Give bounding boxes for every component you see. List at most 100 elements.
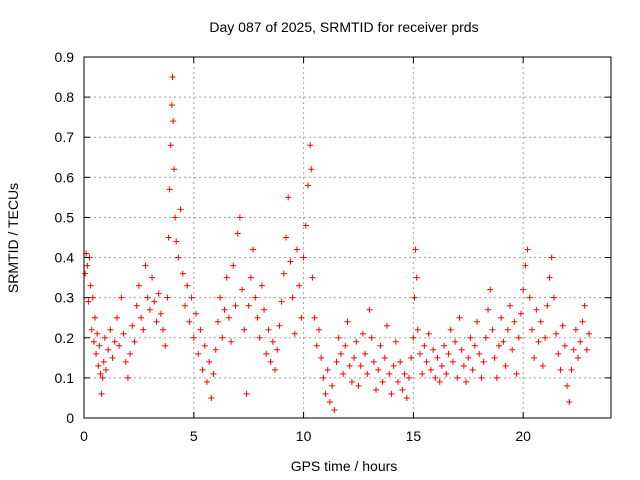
y-tick-label: 0 xyxy=(66,410,74,426)
data-point xyxy=(469,366,476,373)
data-point xyxy=(344,318,351,325)
data-point xyxy=(377,342,384,349)
data-point xyxy=(410,334,417,341)
data-point xyxy=(443,370,450,377)
data-point xyxy=(252,294,259,301)
data-point xyxy=(447,326,454,333)
data-point xyxy=(485,306,492,313)
data-point xyxy=(129,322,136,329)
data-point xyxy=(188,294,195,301)
data-point xyxy=(482,334,489,341)
data-point xyxy=(304,182,311,189)
data-point xyxy=(326,398,333,405)
data-point xyxy=(506,302,513,309)
y-tick-label: 0.3 xyxy=(55,290,75,306)
data-point xyxy=(261,306,268,313)
data-point xyxy=(265,326,272,333)
y-tick-label: 0.7 xyxy=(55,129,75,145)
data-point xyxy=(280,270,287,277)
data-point xyxy=(149,274,156,281)
data-point xyxy=(405,374,412,381)
data-point xyxy=(151,298,158,305)
data-point xyxy=(550,294,557,301)
data-point xyxy=(241,326,248,333)
data-point xyxy=(445,350,452,357)
data-point xyxy=(577,338,584,345)
data-point xyxy=(197,326,204,333)
data-point xyxy=(434,354,441,361)
data-point xyxy=(379,378,386,385)
data-point xyxy=(355,382,362,389)
x-tick-label: 0 xyxy=(80,428,88,444)
data-point xyxy=(153,318,160,325)
y-tick-label: 0.5 xyxy=(55,209,75,225)
data-point xyxy=(390,362,397,369)
data-point xyxy=(234,230,241,237)
data-point xyxy=(337,350,344,357)
data-point xyxy=(267,358,274,365)
data-point xyxy=(544,302,551,309)
data-point xyxy=(320,374,327,381)
data-point xyxy=(190,334,197,341)
data-point xyxy=(511,318,518,325)
data-point xyxy=(496,342,503,349)
data-point xyxy=(370,358,377,365)
data-point xyxy=(568,366,575,373)
data-point xyxy=(322,390,329,397)
data-point xyxy=(120,330,127,337)
data-point xyxy=(524,246,531,253)
x-tick-label: 15 xyxy=(406,428,422,444)
data-point xyxy=(95,362,102,369)
data-point xyxy=(465,354,472,361)
plot-frame xyxy=(83,56,612,419)
data-point xyxy=(340,370,347,377)
data-point xyxy=(177,206,184,213)
data-point xyxy=(201,342,208,349)
data-point xyxy=(109,354,116,361)
data-point xyxy=(239,286,246,293)
data-point xyxy=(138,314,145,321)
data-point xyxy=(135,282,142,289)
data-point xyxy=(313,342,320,349)
x-tick-label: 20 xyxy=(515,428,531,444)
data-point xyxy=(172,214,179,221)
data-point xyxy=(89,294,96,301)
data-point xyxy=(302,222,309,229)
data-point xyxy=(557,366,564,373)
data-point xyxy=(586,330,593,337)
data-point xyxy=(555,350,562,357)
data-point xyxy=(542,334,549,341)
data-point xyxy=(480,358,487,365)
x-tick-label: 5 xyxy=(190,428,198,444)
data-point xyxy=(456,314,463,321)
data-point xyxy=(142,262,149,269)
data-point xyxy=(208,394,215,401)
data-point xyxy=(96,342,103,349)
data-point xyxy=(228,338,235,345)
data-point xyxy=(87,282,94,289)
data-point xyxy=(572,326,579,333)
x-tick-label: 10 xyxy=(296,428,312,444)
data-point xyxy=(122,358,129,365)
data-point xyxy=(353,338,360,345)
data-point xyxy=(214,318,221,325)
data-point xyxy=(566,398,573,405)
data-point xyxy=(331,406,338,413)
data-point xyxy=(167,142,174,149)
axis-ticks: 0 0.1 0.2 0.3 0.4 0.5 0.6 0.7 0.8 0.9 0 5 10 15 20 xyxy=(55,49,611,444)
data-point xyxy=(254,314,261,321)
data-point xyxy=(430,346,437,353)
data-point xyxy=(553,330,560,337)
data-point xyxy=(287,258,294,265)
data-point xyxy=(140,326,147,333)
data-point xyxy=(184,282,191,289)
data-point xyxy=(225,314,232,321)
y-axis-label: SRMTID / TECUs xyxy=(5,183,21,293)
data-point xyxy=(127,350,134,357)
data-point xyxy=(155,290,162,297)
data-point xyxy=(366,306,373,313)
data-point xyxy=(300,254,307,261)
data-point xyxy=(298,314,305,321)
data-point xyxy=(419,370,426,377)
data-point xyxy=(500,338,507,345)
